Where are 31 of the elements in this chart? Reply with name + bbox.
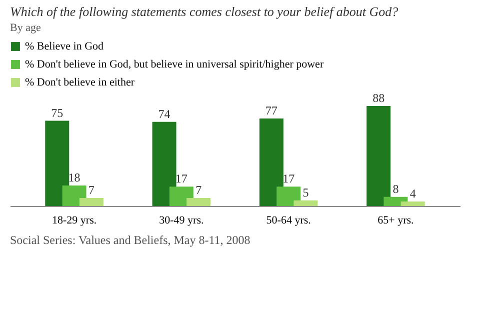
data-label: 8 xyxy=(392,182,399,196)
x-tick-label: 18-29 yrs. xyxy=(52,214,97,226)
bar xyxy=(294,200,318,206)
legend-label: % Don't believe in either xyxy=(25,76,135,88)
data-label: 17 xyxy=(175,172,188,186)
bar xyxy=(186,198,211,206)
bar xyxy=(400,201,425,206)
bar xyxy=(79,198,104,206)
data-label: 17 xyxy=(282,172,295,186)
data-label: 77 xyxy=(265,104,278,118)
data-label: 75 xyxy=(51,106,64,120)
x-tick-label: 30-49 yrs. xyxy=(159,214,204,226)
data-label: 18 xyxy=(68,170,80,185)
legend-label: % Believe in God xyxy=(25,40,104,52)
chart-title: Which of the following statements comes closest to your belief about God? xyxy=(10,4,399,19)
data-label: 74 xyxy=(158,106,170,121)
data-label: 7 xyxy=(88,183,94,198)
bar xyxy=(366,106,391,206)
data-label: 7 xyxy=(196,183,202,198)
bar xyxy=(259,118,284,206)
data-label: 88 xyxy=(372,91,385,105)
bar xyxy=(45,120,70,206)
text: Social Series: Values and Beliefs, May 8-11, 2008 xyxy=(9,232,252,249)
bar xyxy=(152,122,176,206)
data-label: 5 xyxy=(302,185,309,200)
x-tick-label: 50-64 yrs. xyxy=(266,214,312,226)
x-tick-label: 65+ yrs. xyxy=(378,214,414,226)
legend-label: % Don't believe in God, but believe in universal spirit/higher power xyxy=(25,58,324,70)
chart-subtitle: By age xyxy=(10,22,41,34)
data-label: 4 xyxy=(410,186,416,200)
bar xyxy=(276,186,301,206)
